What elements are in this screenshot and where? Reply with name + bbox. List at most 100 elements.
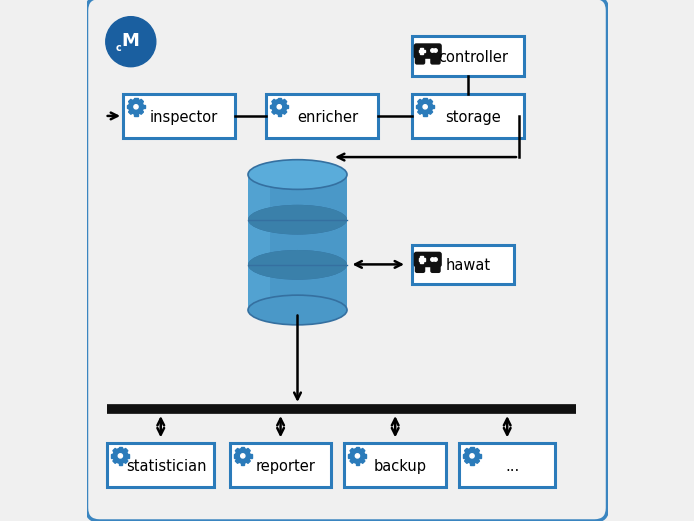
Text: statistician: statistician	[126, 459, 206, 474]
Circle shape	[241, 454, 245, 458]
Bar	[246, 458, 251, 463]
Bar	[477, 454, 481, 457]
Bar	[112, 454, 115, 457]
Bar	[363, 454, 366, 457]
Bar	[350, 449, 355, 453]
Bar	[126, 454, 129, 457]
Ellipse shape	[248, 250, 347, 280]
Bar	[464, 449, 469, 453]
Bar	[246, 449, 251, 453]
Bar	[348, 454, 352, 457]
FancyBboxPatch shape	[412, 245, 514, 284]
Bar	[464, 458, 469, 463]
Circle shape	[116, 451, 125, 461]
Bar	[135, 113, 137, 116]
Polygon shape	[418, 49, 425, 53]
Circle shape	[238, 451, 248, 461]
Bar	[282, 100, 287, 104]
FancyBboxPatch shape	[123, 94, 235, 138]
Bar	[278, 98, 281, 101]
Bar	[119, 447, 122, 450]
Bar	[123, 449, 128, 453]
Circle shape	[275, 102, 284, 111]
FancyBboxPatch shape	[412, 36, 524, 76]
FancyBboxPatch shape	[266, 94, 378, 138]
Bar	[416, 105, 420, 108]
FancyBboxPatch shape	[108, 443, 214, 487]
Bar	[418, 100, 423, 104]
Bar	[431, 105, 434, 108]
Bar	[248, 175, 347, 310]
Bar	[128, 109, 133, 114]
Circle shape	[105, 17, 155, 67]
FancyBboxPatch shape	[344, 443, 446, 487]
FancyBboxPatch shape	[415, 53, 425, 65]
Circle shape	[421, 102, 430, 111]
Bar	[418, 109, 423, 114]
Text: storage: storage	[446, 110, 501, 125]
Bar	[113, 458, 117, 463]
Text: controller: controller	[439, 50, 508, 65]
Bar	[234, 454, 237, 457]
Bar	[272, 100, 276, 104]
Bar	[475, 458, 480, 463]
Bar	[423, 113, 427, 116]
Ellipse shape	[248, 159, 347, 189]
Ellipse shape	[248, 205, 347, 234]
FancyBboxPatch shape	[414, 43, 442, 59]
Bar	[142, 105, 145, 108]
Bar	[139, 100, 144, 104]
Bar	[350, 458, 355, 463]
Bar	[123, 458, 128, 463]
Text: c: c	[116, 43, 121, 53]
Bar	[356, 462, 359, 465]
Ellipse shape	[248, 295, 347, 325]
Ellipse shape	[248, 250, 347, 280]
FancyBboxPatch shape	[430, 262, 441, 273]
Bar	[360, 449, 365, 453]
Ellipse shape	[248, 205, 347, 234]
Circle shape	[118, 454, 122, 458]
Bar	[272, 109, 276, 114]
Bar	[471, 447, 474, 450]
Polygon shape	[421, 48, 423, 54]
FancyBboxPatch shape	[415, 262, 425, 273]
Circle shape	[423, 105, 428, 109]
Bar	[475, 449, 480, 453]
Bar	[235, 449, 240, 453]
Circle shape	[470, 454, 474, 458]
FancyBboxPatch shape	[412, 94, 524, 138]
Circle shape	[134, 105, 138, 109]
Bar	[282, 109, 287, 114]
Polygon shape	[248, 175, 270, 310]
Bar	[127, 105, 130, 108]
Bar	[428, 100, 432, 104]
Bar	[135, 98, 137, 101]
Circle shape	[277, 105, 281, 109]
Polygon shape	[421, 256, 423, 263]
Text: backup: backup	[374, 459, 427, 474]
Bar	[360, 458, 365, 463]
Text: reporter: reporter	[256, 459, 316, 474]
Circle shape	[131, 102, 141, 111]
Bar	[241, 447, 244, 450]
FancyBboxPatch shape	[459, 443, 555, 487]
Bar	[139, 109, 144, 114]
Bar	[428, 109, 432, 114]
Bar	[471, 462, 474, 465]
Bar	[235, 458, 240, 463]
Bar	[278, 113, 281, 116]
Text: hawat: hawat	[446, 258, 491, 274]
Circle shape	[467, 451, 477, 461]
Bar	[285, 105, 288, 108]
Bar	[119, 462, 122, 465]
FancyBboxPatch shape	[430, 53, 441, 65]
Text: enricher: enricher	[297, 110, 358, 125]
Bar	[356, 447, 359, 450]
Polygon shape	[418, 258, 425, 261]
Circle shape	[353, 451, 362, 461]
Text: inspector: inspector	[150, 110, 219, 125]
FancyBboxPatch shape	[87, 0, 607, 521]
Bar	[113, 449, 117, 453]
Bar	[463, 454, 466, 457]
